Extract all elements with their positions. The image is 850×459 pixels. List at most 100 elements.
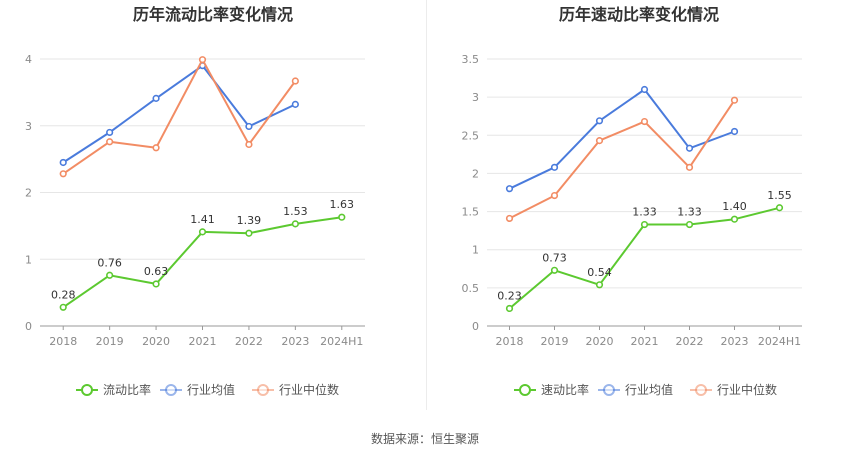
x-tick-label: 2022 [676,335,704,348]
series-point-0 [106,271,114,279]
legend-label: 流动比率 [103,382,151,397]
series-point-1 [59,158,67,167]
y-tick-label: 3.5 [462,53,480,66]
x-tick-label: 2024H1 [758,335,801,348]
y-tick-label: 0.5 [462,282,480,295]
series-point-1 [245,122,253,131]
series-point-0 [505,304,514,313]
series-point-1 [685,144,694,152]
series-point-1 [730,127,739,136]
series-point-0 [640,220,649,229]
data-label: 1.33 [677,206,702,219]
x-tick-label: 2021 [631,335,659,348]
data-label: 1.40 [722,200,747,213]
legend-label: 行业均值 [187,382,235,397]
quick-ratio-chart: 历年速动比率变化情况 0 0.5 1 1.5 2 2.5 3 3.5 2018 2019 2020 20… [462,5,802,397]
data-label: 1.55 [767,189,792,202]
series-point-1 [291,100,299,108]
legend-marker-icon [165,384,177,396]
series-point-1 [152,94,160,102]
data-label: 1.53 [283,205,308,218]
series-point-0 [291,220,299,228]
series-point-2 [152,144,160,152]
x-tick-label: 2019 [96,335,124,348]
panel-divider [426,0,427,410]
series-point-0 [775,204,784,212]
legend-label: 行业中位数 [279,382,339,397]
legend-item-0: 速动比率 [514,382,589,397]
y-tick-label: 0 [25,320,32,333]
legend-marker-icon [81,384,93,396]
chart-title: 历年速动比率变化情况 [559,5,719,24]
current-ratio-chart: 历年流动比率变化情况 0 1 2 3 4 2018 2019 2020 2021 2022 2023 2… [25,5,365,397]
y-tick-label: 3 [472,91,479,104]
series-point-1 [550,163,559,171]
series-point-2 [505,214,514,223]
y-tick-label: 3 [25,120,32,133]
legend-label: 行业均值 [625,382,673,397]
x-tick-label: 2023 [721,335,749,348]
series-point-2 [106,138,114,146]
series-point-2 [245,140,253,149]
series-point-2 [595,137,604,145]
data-label: 0.23 [497,289,522,302]
series-point-0 [730,215,739,223]
series-point-1 [106,128,114,137]
series-point-0 [245,229,253,237]
legend-marker-icon [257,384,269,396]
series-point-0 [595,281,604,289]
data-label: 1.39 [237,214,262,227]
legend-item-1: 行业均值 [160,382,235,397]
legend-item-2: 行业中位数 [690,382,777,397]
legend-marker-icon [695,384,707,396]
y-tick-label: 1 [25,253,32,266]
y-tick-label: 1.5 [462,206,480,219]
series-point-2 [550,191,559,200]
y-tick-label: 2 [25,187,32,200]
series-point-0 [685,220,694,229]
series-line-2 [509,99,736,220]
series-point-1 [640,85,649,94]
legend-label: 速动比率 [541,382,589,397]
data-source-value: 恒生聚源 [431,432,480,446]
series-point-2 [640,117,649,126]
data-label: 1.33 [632,206,657,219]
series-point-2 [730,96,739,104]
x-tick-label: 2019 [541,335,569,348]
y-tick-label: 2.5 [462,129,480,142]
data-label: 0.28 [51,288,76,301]
x-tick-label: 2022 [235,335,263,348]
series-line-2 [62,58,297,175]
legend-marker-icon [519,384,531,396]
y-tick-label: 4 [25,53,32,66]
x-tick-label: 2018 [49,335,77,348]
legend-item-1: 行业均值 [598,382,673,397]
legend-marker-icon [603,384,615,396]
data-label: 1.63 [330,198,355,211]
data-source-label: 数据来源： [370,432,431,446]
series-point-2 [685,163,694,171]
data-label: 0.63 [144,265,169,278]
series-point-0 [152,280,160,288]
series-point-0 [550,266,559,274]
data-label: 1.41 [190,213,215,226]
chart-title: 历年流动比率变化情况 [133,5,293,24]
x-tick-label: 2020 [586,335,614,348]
series-point-0 [338,213,346,221]
series-point-0 [59,303,67,311]
series-point-0 [198,228,207,236]
x-tick-label: 2021 [189,335,217,348]
y-tick-label: 2 [472,167,479,180]
x-tick-label: 2018 [496,335,524,348]
data-label: 0.73 [542,251,567,264]
legend-label: 行业中位数 [717,382,777,397]
data-source-footer: 数据来源：恒生聚源 [0,430,850,447]
series-line-1 [62,64,296,164]
series-point-2 [59,170,67,178]
x-tick-label: 2024H1 [320,335,363,348]
y-tick-label: 1 [472,244,479,257]
series-point-2 [198,56,207,64]
x-tick-label: 2023 [281,335,309,348]
legend-item-2: 行业中位数 [252,382,339,397]
